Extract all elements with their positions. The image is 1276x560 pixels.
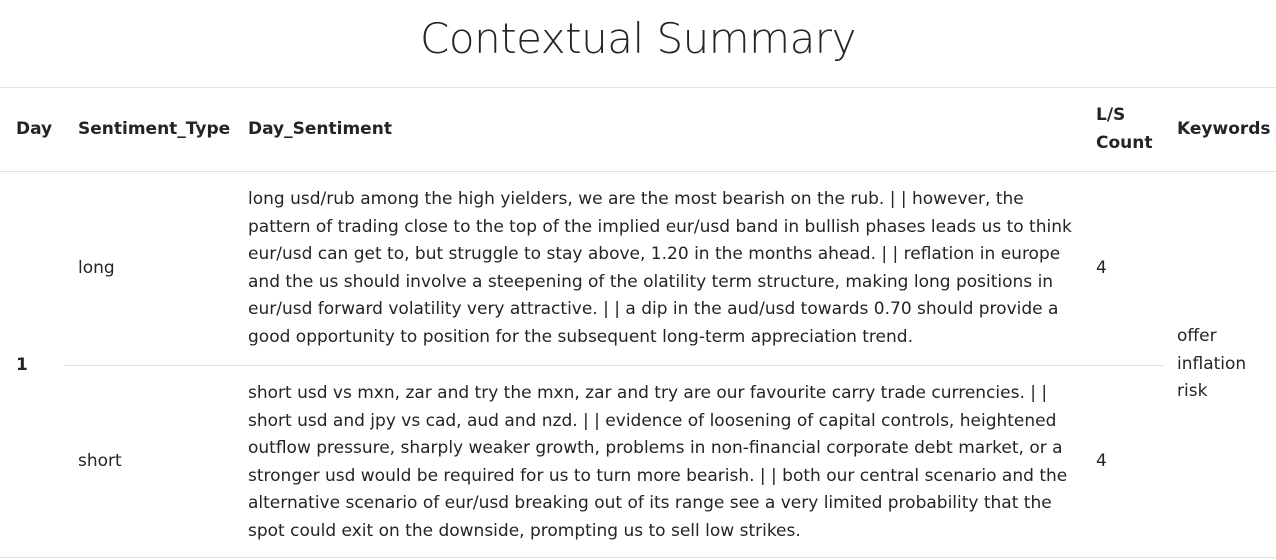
sentiment-line: spot could exit on the downside, prompti… xyxy=(248,520,801,541)
ls-count-short: 4 xyxy=(1096,451,1107,471)
day-cell: 1 xyxy=(16,355,28,375)
keyword: offer xyxy=(1177,326,1217,346)
sentiment-line: short usd and jpy vs cad, aud and nzd. |… xyxy=(248,410,1057,431)
sentiment-line: stronger usd would be required for us to… xyxy=(248,465,1068,486)
day-sentiment-short: short usd vs mxn, zar and try the mxn, z… xyxy=(248,380,1078,545)
table-top-border xyxy=(0,87,1276,88)
header-ls-count-line1: L/S xyxy=(1096,105,1126,125)
sentiment-line: good opportunity to position for the sub… xyxy=(248,326,913,347)
sentiment-line: outflow pressure, sharply weaker growth,… xyxy=(248,438,1063,458)
header-sentiment-type: Sentiment_Type xyxy=(78,119,231,139)
sentiment-line: pattern of trading close to the top of t… xyxy=(248,216,1072,237)
day-sentiment-long: long usd/rub among the high yielders, we… xyxy=(248,186,1078,351)
header-bottom-border xyxy=(0,171,1276,172)
sentiment-line: eur/usd can get to, but struggle to stay… xyxy=(248,244,1061,264)
page-title: Contextual Summary xyxy=(420,14,856,63)
header-day-sentiment: Day_Sentiment xyxy=(248,119,392,139)
keywords-cell: offer inflation risk xyxy=(1177,323,1272,406)
sentiment-line: long usd/rub among the high yielders, we… xyxy=(248,189,1024,209)
keyword: risk xyxy=(1177,381,1208,401)
header-keywords: Keywords xyxy=(1177,119,1271,139)
sentiment-type-short: short xyxy=(78,451,122,471)
header-ls-count-line2: Count xyxy=(1096,133,1153,153)
sentiment-line: eur/usd forward volatility very attracti… xyxy=(248,299,1059,319)
sentiment-line: and the us should involve a steepening o… xyxy=(248,271,1054,292)
sentiment-line: short usd vs mxn, zar and try the mxn, z… xyxy=(248,383,1048,403)
ls-count-long: 4 xyxy=(1096,258,1107,278)
sentiment-type-long: long xyxy=(78,258,115,278)
row-divider xyxy=(64,365,1164,366)
header-day: Day xyxy=(16,119,53,139)
table-bottom-border xyxy=(0,557,1276,558)
keyword: inflation xyxy=(1177,353,1247,374)
sentiment-line: alternative scenario of eur/usd breaking… xyxy=(248,493,1052,513)
